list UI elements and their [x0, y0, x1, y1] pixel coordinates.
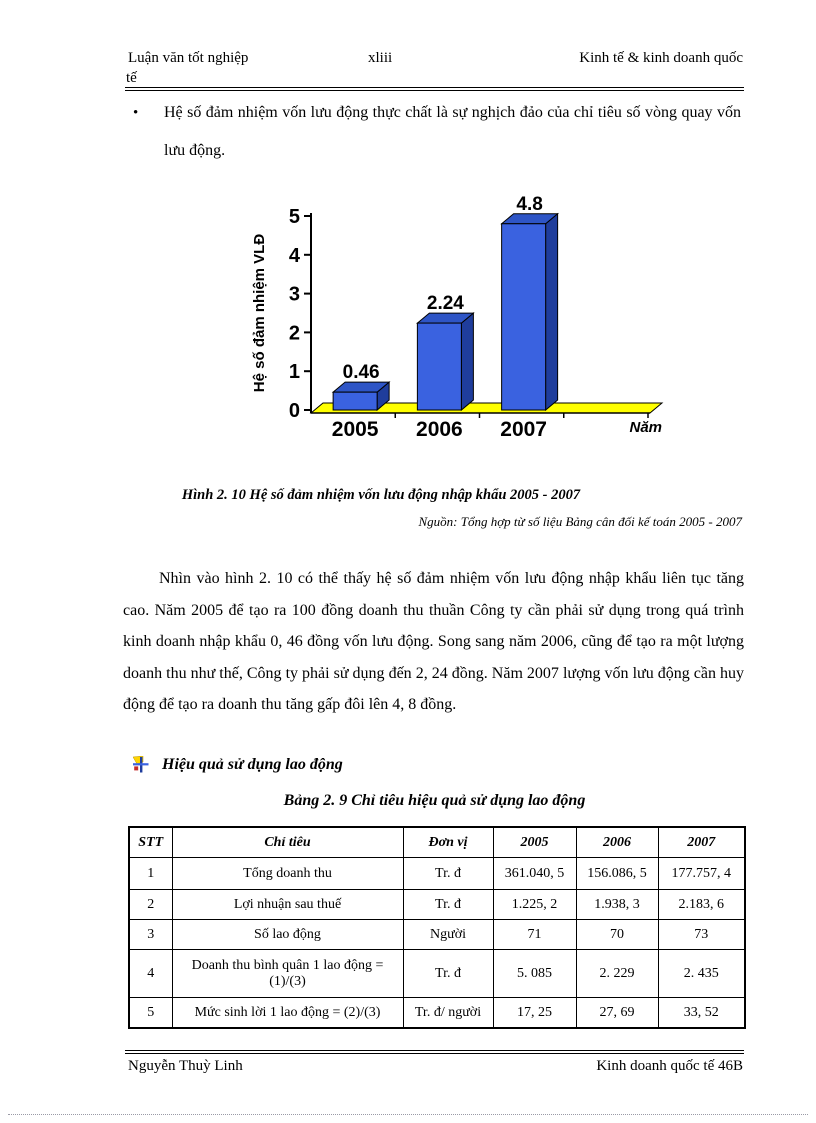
- table-row: 4 Doanh thu bình quân 1 lao động = (1)/(3…: [128, 949, 746, 998]
- figure-caption: Hình 2. 10 Hệ số đảm nhiệm vốn lưu động …: [181, 487, 581, 503]
- table-row: 1 Tổng doanh thu Tr. đ 361.040, 5 156.086, 5…: [128, 857, 746, 890]
- table-cell: 5: [128, 997, 173, 1029]
- table-cell: 33, 52: [657, 997, 746, 1029]
- chart-shape: [332, 391, 378, 411]
- table-cell: 156.086, 5: [575, 857, 659, 890]
- table-cell: Tr. đ/ người: [402, 997, 494, 1029]
- bullet-marker: •: [133, 105, 139, 121]
- table-cell: Người: [402, 919, 494, 950]
- chart-shape: [545, 212, 559, 412]
- table-cell: 4: [128, 949, 173, 998]
- chart-shape: [460, 312, 474, 412]
- chart-label: 2.24: [427, 293, 464, 314]
- table-head-row: STT Chỉ tiêu Đơn vị 2005 2006 2007: [128, 826, 746, 858]
- table-row: 5 Mức sinh lời 1 lao động = (2)/(3) Tr. đ/…: [128, 997, 746, 1029]
- table-cell: Doanh thu bình quân 1 lao động = (1)/(3): [171, 949, 404, 998]
- table-cell: 2. 435: [657, 949, 746, 998]
- header-right: Kinh tế & kinh doanh quốc: [579, 50, 743, 66]
- table-cell: 73: [657, 919, 746, 950]
- decorative-bullet-icon: [132, 755, 149, 774]
- labor-efficiency-table: STT Chỉ tiêu Đơn vị 2005 2006 2007 1 Tổng doan…: [128, 826, 746, 1029]
- bar-chart-svg: 0 1 2 3 4 5 0.46 2005 2.24 2006 4.8 2007 Năm Hệ số đả…: [251, 194, 664, 441]
- chart-label: Năm: [629, 419, 662, 436]
- footer-right: Kinh doanh quốc tế 46B: [596, 1058, 743, 1074]
- header-page-number: xliii: [368, 50, 393, 66]
- chart-shape: [416, 322, 462, 411]
- table-cell: 2: [128, 889, 173, 920]
- figure-source: Nguồn: Tổng hợp từ số liệu Bảng cân đối …: [418, 514, 742, 529]
- chart-label: 1: [289, 361, 300, 383]
- table-row: 3 Số lao động Người 71 70 73: [128, 919, 746, 950]
- column-header: 2007: [657, 826, 746, 858]
- table-body: 1 Tổng doanh thu Tr. đ 361.040, 5 156.086, 5…: [128, 857, 746, 1029]
- header-rule: [125, 87, 744, 91]
- table-cell: 2. 229: [575, 949, 659, 998]
- table-cell: 3: [128, 919, 173, 950]
- chart-label: 0.46: [343, 362, 380, 383]
- table-cell: Lợi nhuận sau thuế: [171, 889, 404, 920]
- table-cell: 27, 69: [575, 997, 659, 1029]
- table-cell: 2.183, 6: [657, 889, 746, 920]
- chart-label: 5: [289, 206, 300, 228]
- figure-chart: 0 1 2 3 4 5 0.46 2005 2.24 2006 4.8 2007 Năm Hệ số đả…: [248, 183, 678, 451]
- chart-label: 2006: [416, 418, 463, 441]
- table-row: 2 Lợi nhuận sau thuế Tr. đ 1.225, 2 1.938, 3…: [128, 889, 746, 920]
- table-cell: 1.938, 3: [575, 889, 659, 920]
- page-bottom-dotted-line: [8, 1114, 808, 1115]
- table-cell: Mức sinh lời 1 lao động = (2)/(3): [171, 997, 404, 1029]
- table-cell: Số lao động: [171, 919, 404, 950]
- table-cell: Tr. đ: [402, 889, 494, 920]
- lead-bullet-paragraph: • Hệ số đảm nhiệm vốn lưu động thực chất…: [133, 94, 741, 170]
- table-cell: 177.757, 4: [657, 857, 746, 890]
- chart-label: 2005: [332, 418, 379, 441]
- chart-label: 4.8: [516, 194, 542, 215]
- table-cell: Tr. đ: [402, 949, 494, 998]
- header-left: Luận văn tốt nghiệp: [128, 50, 249, 66]
- column-header: Đơn vị: [402, 826, 494, 858]
- chart-label: 3: [289, 284, 300, 306]
- chart-label: 2: [289, 322, 300, 344]
- table-title: Bảng 2. 9 Chỉ tiêu hiệu quả sử dụng lao …: [283, 792, 586, 809]
- chart-label: 4: [289, 245, 301, 267]
- table-cell: 361.040, 5: [492, 857, 577, 890]
- bullet-paragraph-text: Hệ số đảm nhiệm vốn lưu động thực chất l…: [164, 104, 741, 159]
- footer-left: Nguyễn Thuỳ Linh: [128, 1058, 243, 1074]
- table-cell: Tổng doanh thu: [171, 857, 404, 890]
- chart-label: 2007: [500, 418, 547, 441]
- column-header: 2006: [575, 826, 659, 858]
- body-paragraph: Nhìn vào hình 2. 10 có thể thấy hệ số đả…: [123, 570, 744, 713]
- table-cell: 1.225, 2: [492, 889, 577, 920]
- table-cell: Tr. đ: [402, 857, 494, 890]
- table-cell: 5. 085: [492, 949, 577, 998]
- table-cell: 71: [492, 919, 577, 950]
- section-heading-label: Hiệu quả sử dụng lao động: [162, 756, 343, 773]
- column-header: STT: [128, 826, 173, 858]
- chart-label: 0: [289, 400, 300, 422]
- section-heading-row: Hiệu quả sử dụng lao động: [132, 755, 343, 774]
- header-right-wrap: tế: [126, 70, 137, 86]
- column-header: 2005: [492, 826, 577, 858]
- table-cell: 70: [575, 919, 659, 950]
- chart-shape: [501, 223, 547, 411]
- footer-rule: [125, 1050, 744, 1054]
- column-header: Chỉ tiêu: [171, 826, 404, 858]
- table-cell: 1: [128, 857, 173, 890]
- chart-label: Hệ số đảm nhiệm VLĐ: [251, 234, 268, 393]
- table-cell: 17, 25: [492, 997, 577, 1029]
